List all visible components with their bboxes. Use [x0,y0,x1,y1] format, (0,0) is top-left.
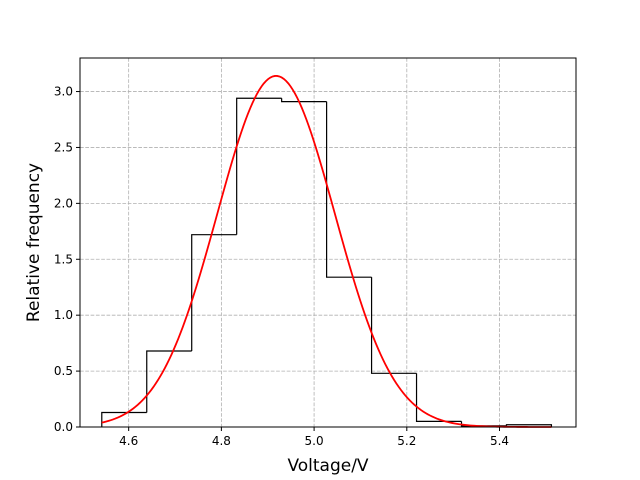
x-ticks: 4.6 4.8 5.0 5.2 5.4 [119,427,509,448]
y-tick-label: 0.0 [54,420,73,434]
x-tick-label: 4.6 [119,434,138,448]
fit-curve-line [101,75,552,428]
histogram-bin [191,234,237,351]
histogram-bin [281,98,327,103]
y-tick-label: 2.0 [54,196,73,210]
histogram-bin [505,424,553,427]
y-tick-label: 1.5 [54,252,73,266]
histogram-bin [146,350,192,413]
x-tick-label: 5.2 [397,434,416,448]
plot-frame [79,57,577,428]
x-tick-label: 5.4 [490,434,509,448]
y-axis-label: Relative frequency [24,163,44,322]
y-ticks: 0.0 0.5 1.0 1.5 2.0 2.5 3.0 [54,85,80,434]
x-tick-label: 5.0 [305,434,324,448]
histogram-bin [415,373,462,423]
y-tick-label: 1.0 [54,308,73,322]
histogram-bin [236,97,282,235]
x-axis-label: Voltage/V [287,456,368,476]
y-tick-label: 2.5 [54,140,73,154]
histogram-bin [370,277,417,374]
x-tick-label: 4.8 [212,434,231,448]
histogram-bin [326,101,372,278]
fit-curve-layer [101,75,552,428]
grid-layer [80,58,576,428]
y-tick-label: 0.5 [54,364,73,378]
y-tick-label: 3.0 [54,85,73,99]
